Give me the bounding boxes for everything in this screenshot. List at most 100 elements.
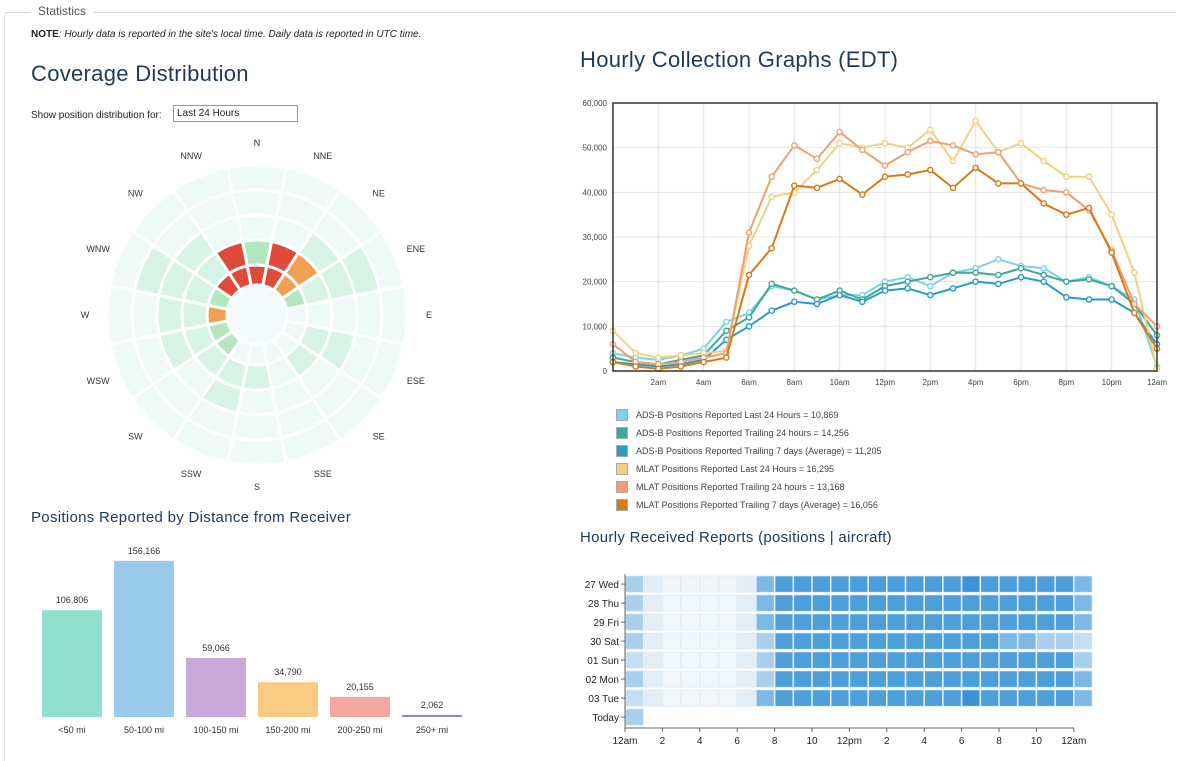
heatmap-cell[interactable] [980, 575, 999, 593]
legend-item[interactable]: MLAT Positions Reported Trailing 7 days … [616, 496, 882, 514]
heatmap-cell[interactable] [886, 575, 906, 593]
heatmap-cell[interactable] [1017, 575, 1037, 593]
heatmap-cell[interactable] [718, 670, 738, 688]
heatmap-cell[interactable] [700, 575, 719, 593]
heatmap-cell[interactable] [643, 594, 663, 612]
legend-item[interactable]: ADS-B Positions Reported Trailing 7 days… [616, 442, 882, 460]
heatmap-cell[interactable] [1017, 689, 1037, 707]
heatmap-cell[interactable] [868, 575, 887, 593]
heatmap-cell[interactable] [830, 613, 850, 631]
heatmap-cell[interactable] [886, 689, 906, 707]
heatmap-cell[interactable] [1017, 651, 1037, 669]
heatmap-cell[interactable] [643, 632, 663, 650]
heatmap-cell[interactable] [756, 689, 775, 707]
heatmap-cell[interactable] [961, 613, 981, 631]
heatmap-cell[interactable] [1055, 689, 1074, 707]
heatmap-cell[interactable] [999, 689, 1018, 707]
heatmap-cell[interactable] [1036, 651, 1055, 669]
heatmap-cell[interactable] [774, 575, 794, 593]
heatmap-cell[interactable] [643, 689, 663, 707]
heatmap-cell[interactable] [999, 594, 1018, 612]
heatmap-cell[interactable] [756, 575, 775, 593]
heatmap-cell[interactable] [1055, 613, 1074, 631]
heatmap-cell[interactable] [1036, 670, 1055, 688]
heatmap-cell[interactable] [830, 575, 850, 593]
heatmap-cell[interactable] [737, 575, 756, 593]
heatmap-cell[interactable] [1036, 613, 1055, 631]
heatmap-cell[interactable] [793, 594, 812, 612]
heatmap-cell[interactable] [774, 594, 794, 612]
heatmap-cell[interactable] [1017, 632, 1037, 650]
heatmap-cell[interactable] [868, 651, 887, 669]
heatmap-cell[interactable] [905, 594, 925, 612]
heatmap-cell[interactable] [643, 613, 663, 631]
heatmap-cell[interactable] [943, 613, 962, 631]
heatmap-cell[interactable] [924, 632, 943, 650]
heatmap-cell[interactable] [849, 613, 868, 631]
heatmap-cell[interactable] [868, 632, 887, 650]
heatmap-cell[interactable] [1036, 594, 1055, 612]
heatmap-cell[interactable] [793, 632, 812, 650]
heatmap-cell[interactable] [1055, 670, 1074, 688]
heatmap-cell[interactable] [625, 575, 644, 593]
heatmap-cell[interactable] [625, 670, 644, 688]
heatmap-cell[interactable] [625, 632, 644, 650]
heatmap-cell[interactable] [999, 575, 1018, 593]
heatmap-cell[interactable] [718, 575, 738, 593]
heatmap-cell[interactable] [943, 651, 962, 669]
heatmap-cell[interactable] [625, 613, 644, 631]
heatmap-cell[interactable] [1073, 575, 1093, 593]
heatmap-cell[interactable] [1073, 632, 1093, 650]
heatmap-cell[interactable] [849, 670, 868, 688]
heatmap-cell[interactable] [961, 670, 981, 688]
heatmap-cell[interactable] [886, 632, 906, 650]
heatmap-cell[interactable] [868, 594, 887, 612]
heatmap-cell[interactable] [1055, 594, 1074, 612]
heatmap-cell[interactable] [961, 594, 981, 612]
heatmap-cell[interactable] [905, 632, 925, 650]
heatmap-cell[interactable] [1073, 594, 1093, 612]
heatmap-cell[interactable] [793, 651, 812, 669]
heatmap-cell[interactable] [1036, 632, 1055, 650]
heatmap-cell[interactable] [868, 689, 887, 707]
heatmap-cell[interactable] [662, 613, 681, 631]
heatmap-cell[interactable] [812, 613, 831, 631]
heatmap-cell[interactable] [681, 575, 700, 593]
heatmap-cell[interactable] [886, 594, 906, 612]
legend-item[interactable]: ADS-B Positions Reported Trailing 24 hou… [616, 424, 882, 442]
heatmap-cell[interactable] [1055, 632, 1074, 650]
heatmap-cell[interactable] [980, 632, 999, 650]
heatmap-cell[interactable] [681, 594, 700, 612]
heatmap-cell[interactable] [1017, 594, 1037, 612]
heatmap-cell[interactable] [1055, 651, 1074, 669]
heatmap-cell[interactable] [1036, 575, 1055, 593]
heatmap-cell[interactable] [999, 651, 1018, 669]
heatmap-cell[interactable] [830, 689, 850, 707]
heatmap-cell[interactable] [718, 689, 738, 707]
heatmap-cell[interactable] [681, 613, 700, 631]
heatmap-cell[interactable] [662, 689, 681, 707]
heatmap-cell[interactable] [905, 575, 925, 593]
heatmap-cell[interactable] [774, 632, 794, 650]
heatmap-cell[interactable] [868, 670, 887, 688]
heatmap-cell[interactable] [980, 651, 999, 669]
heatmap-cell[interactable] [681, 632, 700, 650]
heatmap-cell[interactable] [924, 613, 943, 631]
heatmap-cell[interactable] [1073, 670, 1093, 688]
heatmap-cell[interactable] [1073, 613, 1093, 631]
heatmap-cell[interactable] [700, 613, 719, 631]
heatmap-cell[interactable] [961, 689, 981, 707]
heatmap-cell[interactable] [1017, 613, 1037, 631]
heatmap-cell[interactable] [830, 651, 850, 669]
heatmap-cell[interactable] [849, 632, 868, 650]
heatmap-cell[interactable] [643, 670, 663, 688]
heatmap-cell[interactable] [812, 651, 831, 669]
heatmap-cell[interactable] [961, 575, 981, 593]
heatmap-cell[interactable] [999, 613, 1018, 631]
heatmap-cell[interactable] [943, 670, 962, 688]
heatmap-cell[interactable] [905, 670, 925, 688]
heatmap-cell[interactable] [737, 594, 756, 612]
heatmap-cell[interactable] [718, 613, 738, 631]
legend-item[interactable]: MLAT Positions Reported Trailing 24 hour… [616, 478, 882, 496]
heatmap-cell[interactable] [662, 651, 681, 669]
